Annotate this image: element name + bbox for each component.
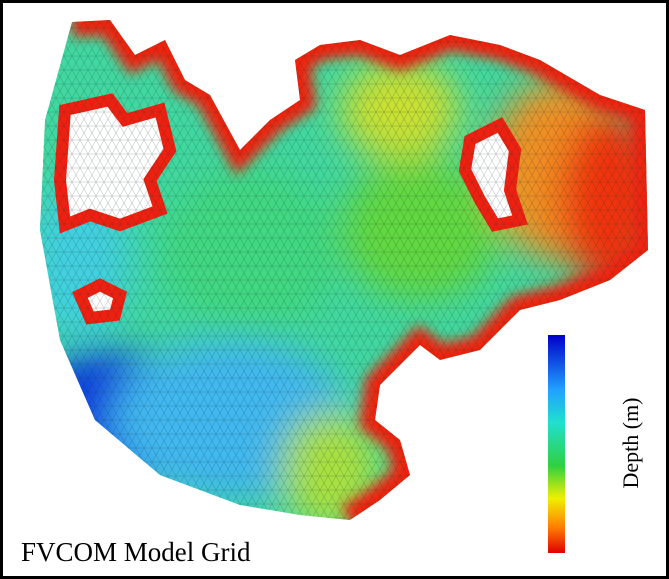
caption: FVCOM Model Grid (21, 537, 251, 568)
colorbar-label: Depth (m) (618, 397, 644, 488)
colorbar (548, 335, 565, 553)
screenshot: Depth (m) FVCOM Model Grid (0, 0, 669, 579)
grid-map (3, 3, 666, 576)
depth-field (3, 3, 666, 576)
